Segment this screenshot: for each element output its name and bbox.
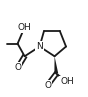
- Text: O: O: [14, 63, 21, 72]
- Text: OH: OH: [18, 23, 32, 32]
- Text: OH: OH: [60, 77, 74, 86]
- Text: N: N: [36, 42, 43, 51]
- Polygon shape: [54, 56, 58, 74]
- Text: O: O: [44, 81, 51, 90]
